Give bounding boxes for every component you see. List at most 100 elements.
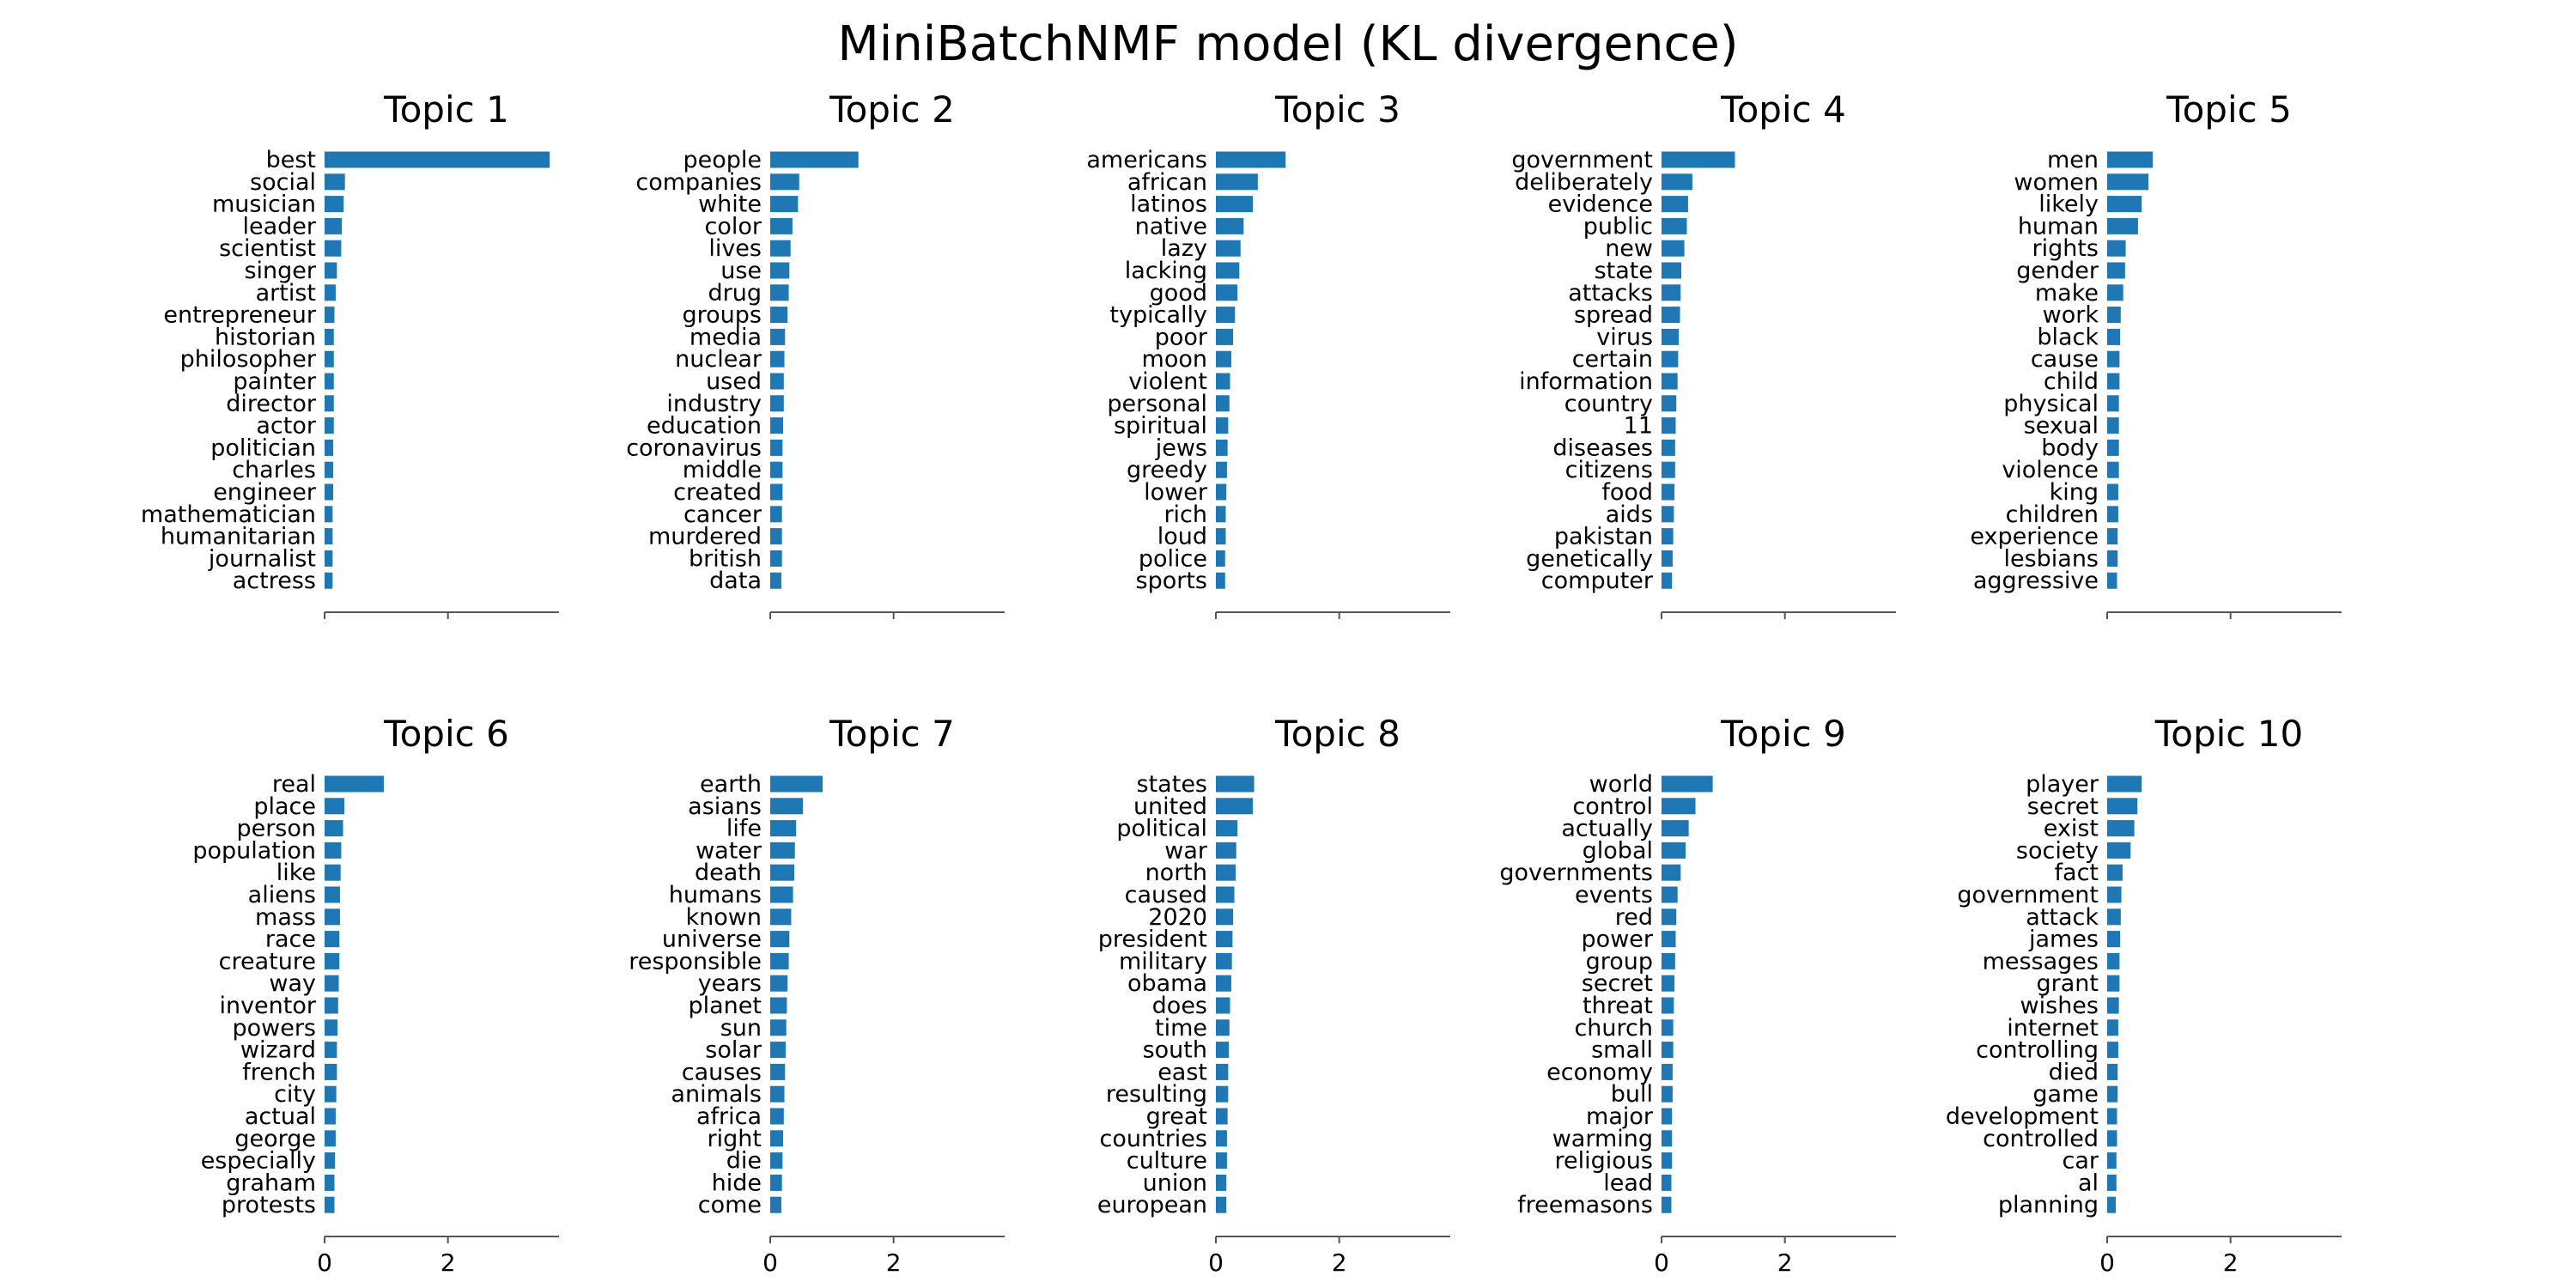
bar-label: universe <box>662 927 762 953</box>
x-tick-label: 0 <box>1654 1249 1669 1277</box>
bar-label: entrepreneur <box>163 302 317 329</box>
topic-panel: Topic 1 bestsocialmusicianleaderscientist… <box>141 88 559 619</box>
bar <box>770 262 790 279</box>
bar-label: americans <box>1086 147 1207 173</box>
bar-label: humanitarian <box>161 524 316 550</box>
bar <box>1216 864 1236 881</box>
bar <box>325 1152 336 1170</box>
bar <box>325 572 333 589</box>
bar-label: does <box>1152 993 1207 1019</box>
bar <box>1216 173 1258 191</box>
bar <box>2107 350 2120 368</box>
bar <box>2107 820 2135 837</box>
bar <box>2107 461 2119 478</box>
bar-label: poor <box>1155 324 1208 350</box>
bar <box>770 417 784 434</box>
bar-label: historian <box>215 324 316 350</box>
bar <box>1662 1085 1673 1103</box>
bar <box>2107 262 2125 279</box>
bar-label: events <box>1575 882 1653 908</box>
bar <box>770 550 782 567</box>
bar-label: military <box>1119 948 1207 975</box>
bar-label: animals <box>671 1081 762 1108</box>
topic-panel: Topic 2peoplecompanieswhitecolorlivesuse… <box>626 88 1005 619</box>
bar-label: major <box>1586 1103 1654 1130</box>
bar-label: known <box>686 904 762 931</box>
bar <box>325 328 334 345</box>
bar <box>1216 1174 1227 1191</box>
bar-label: earth <box>700 771 762 798</box>
bar-label: lead <box>1603 1170 1653 1196</box>
bar-label: women <box>2014 169 2099 196</box>
bar-label: drug <box>708 280 762 307</box>
bar <box>1216 528 1226 545</box>
bar <box>1662 550 1673 567</box>
bar <box>770 284 789 301</box>
bar-label: aliens <box>248 882 316 908</box>
bar <box>770 483 783 501</box>
bar <box>325 395 334 412</box>
bar-label: development <box>1946 1103 2099 1130</box>
bar-label: mathematician <box>141 501 316 528</box>
bar <box>1216 841 1236 859</box>
bar <box>325 886 340 903</box>
bar-label: controlled <box>1983 1126 2099 1152</box>
bar-label: actually <box>1561 816 1653 842</box>
bar-label: fact <box>2055 860 2099 886</box>
bar-label: planning <box>1998 1192 2099 1218</box>
bar <box>1662 350 1679 368</box>
bar-label: european <box>1097 1192 1207 1218</box>
bar-label: nuclear <box>675 346 762 373</box>
bar <box>1662 439 1675 456</box>
bar-label: companies <box>635 169 762 196</box>
bar <box>325 528 333 545</box>
bar <box>770 240 791 257</box>
bar-label: virus <box>1596 324 1653 350</box>
bar <box>1662 952 1675 969</box>
bar <box>1216 798 1254 815</box>
bar <box>2107 439 2119 456</box>
bar <box>1216 217 1244 234</box>
bar <box>1662 572 1673 589</box>
bar-label: human <box>2018 213 2099 240</box>
bar <box>1216 506 1226 523</box>
bar-label: small <box>1591 1037 1653 1064</box>
bar <box>1662 1174 1672 1191</box>
bar <box>2107 196 2142 213</box>
bar <box>2107 373 2120 390</box>
bar-label: governments <box>1499 860 1653 886</box>
bar <box>1662 1019 1674 1036</box>
bar <box>1216 1063 1229 1080</box>
bar-label: social <box>250 169 316 196</box>
bar <box>325 550 333 567</box>
panel-title: Topic 5 <box>2166 88 2292 131</box>
bar <box>1216 439 1228 456</box>
bar-label: actress <box>233 568 316 594</box>
topic-panel: Topic 10 playersecretexistsocietyfactgove… <box>1946 713 2342 1277</box>
bar <box>2107 798 2138 815</box>
bar-label: artist <box>256 280 316 307</box>
bar-label: government <box>1957 882 2099 908</box>
figure-title: MiniBatchNMF model (KL divergence) <box>837 16 1738 72</box>
bar <box>2107 395 2119 412</box>
bar-label: work <box>2043 302 2099 329</box>
panel-title: Topic 1 <box>383 88 509 131</box>
bar <box>2107 284 2123 301</box>
bar <box>325 1196 335 1213</box>
bar-label: french <box>242 1059 316 1085</box>
bar <box>1216 1152 1227 1170</box>
bar-label: new <box>1605 235 1653 262</box>
bar <box>1216 952 1232 969</box>
bar <box>2107 240 2126 257</box>
bar-label: al <box>2078 1170 2099 1196</box>
bar <box>2107 307 2121 324</box>
bar-label: british <box>689 545 762 572</box>
bar-label: journalist <box>208 545 316 572</box>
bar-label: internet <box>2007 1015 2099 1042</box>
bar <box>2107 1085 2118 1103</box>
bar <box>2107 151 2154 168</box>
bar <box>1216 775 1255 793</box>
bar <box>1662 307 1680 324</box>
x-tick-label: 2 <box>1332 1249 1347 1277</box>
